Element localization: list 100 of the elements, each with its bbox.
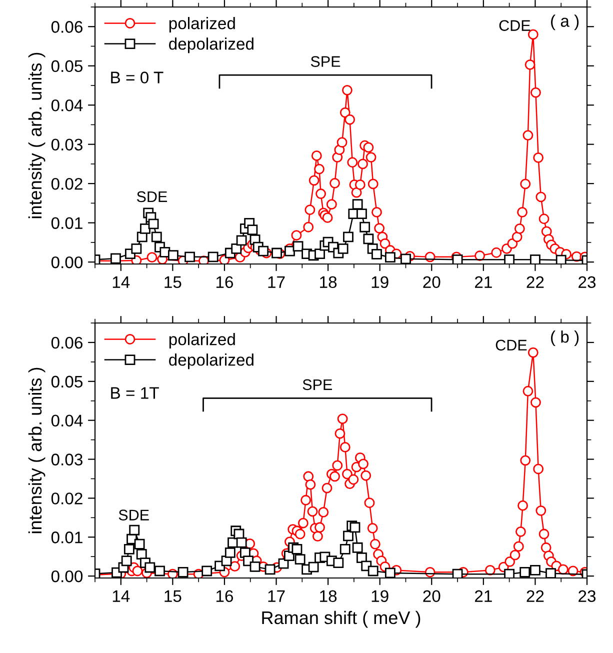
annotation: ( b ) [551, 330, 579, 346]
y-tick-label: 0.03 [51, 138, 82, 151]
annotation: B = 0 T [111, 72, 164, 84]
x-tick-label: 18 [320, 590, 337, 602]
x-tick-label: 18 [320, 276, 337, 288]
x-tick-label: 15 [164, 590, 182, 602]
point [144, 562, 156, 573]
y-tick-label: 0.04 [51, 99, 83, 112]
x-tick-label: 22 [526, 276, 544, 288]
x-axis-title: Raman shift ( meV ) [262, 610, 420, 628]
point [556, 254, 566, 264]
x-tick-label: 20 [423, 276, 440, 288]
point [352, 199, 363, 210]
point [258, 246, 269, 256]
point [350, 522, 360, 533]
point [231, 243, 242, 254]
point [124, 544, 134, 554]
point [202, 566, 212, 576]
x-tick-label: 21 [474, 590, 492, 602]
y-tick-label: 0.05 [51, 60, 82, 72]
point [148, 218, 159, 230]
point [314, 248, 325, 260]
x-tick-label: 22 [526, 590, 544, 602]
annotation: ( a ) [551, 14, 579, 30]
point [154, 566, 165, 576]
annotation: CDE [499, 20, 530, 31]
legend-label: polarized [169, 333, 235, 349]
point [272, 248, 282, 258]
point [308, 562, 319, 572]
point [208, 252, 218, 262]
x-tick-label: 23 [578, 276, 596, 288]
point [224, 547, 236, 558]
point [250, 562, 260, 572]
annotation: B = 1T [111, 387, 159, 399]
x-tick-label: 23 [578, 590, 596, 602]
point [178, 566, 188, 578]
x-tick-label: 19 [372, 276, 388, 288]
point [340, 544, 350, 554]
point [452, 254, 463, 264]
point [372, 248, 382, 260]
point [384, 568, 396, 578]
point [168, 250, 178, 261]
x-tick-label: 19 [372, 590, 388, 602]
x-tick-label: 16 [216, 276, 234, 288]
point [184, 252, 195, 262]
point [284, 246, 295, 256]
legend-label: polarized [169, 17, 235, 33]
point [247, 224, 258, 236]
y-tick-label: 0.04 [51, 414, 83, 427]
point [520, 566, 530, 578]
point [530, 565, 540, 576]
x-tick-label: 21 [474, 276, 492, 288]
point [333, 558, 344, 568]
point [140, 223, 150, 234]
point [236, 235, 247, 246]
point [400, 254, 411, 264]
point [131, 243, 142, 254]
point [136, 549, 147, 560]
annotation: CDE [496, 340, 527, 351]
y-tick-label: 0.02 [51, 492, 82, 504]
point [292, 241, 304, 252]
point [356, 208, 367, 219]
y-tick-label: 0.01 [51, 217, 82, 230]
point [360, 222, 370, 232]
x-tick-label: 14 [112, 590, 130, 602]
point [363, 234, 374, 244]
y-tick-label: 0.05 [51, 376, 82, 388]
y-tick-label: 0.01 [51, 532, 82, 544]
point [292, 544, 302, 554]
x-tick-label: 17 [268, 590, 285, 602]
point [110, 253, 121, 264]
point [343, 530, 354, 542]
point [294, 554, 306, 565]
legend-label: depolarized [169, 38, 254, 54]
point [343, 232, 354, 242]
annotation: SDE [118, 510, 149, 520]
point [504, 568, 515, 578]
x-tick-label: 16 [216, 590, 234, 602]
legend-label: depolarized [169, 354, 254, 370]
point [236, 537, 247, 548]
y-tick-label: 0.00 [51, 256, 83, 268]
annotation: SPE [310, 56, 340, 67]
x-tick-label: 14 [112, 276, 130, 288]
point [546, 568, 556, 578]
y-tick-label: 0.02 [51, 178, 82, 190]
point [151, 232, 162, 242]
point [384, 252, 396, 263]
y-tick-label: 0.00 [51, 570, 83, 582]
x-tick-label: 15 [164, 276, 182, 288]
point [264, 564, 276, 575]
point [121, 556, 132, 566]
point [452, 568, 463, 578]
point [368, 566, 378, 576]
y-tick-label: 0.06 [51, 21, 82, 33]
x-tick-label: 20 [423, 590, 440, 602]
y-axis-title: intensity ( arb. units ) [28, 368, 46, 534]
point [338, 243, 348, 254]
x-tick-label: 17 [268, 276, 285, 288]
y-tick-label: 0.06 [51, 336, 82, 349]
point [129, 524, 140, 536]
